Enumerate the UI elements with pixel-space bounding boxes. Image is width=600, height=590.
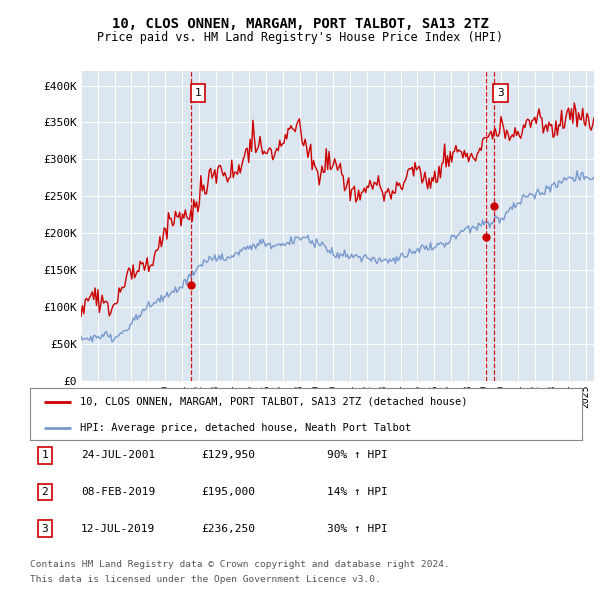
Text: 1: 1 [195, 88, 202, 98]
Text: 1: 1 [41, 451, 49, 460]
Text: 3: 3 [41, 524, 49, 533]
Text: 24-JUL-2001: 24-JUL-2001 [81, 451, 155, 460]
Text: 30% ↑ HPI: 30% ↑ HPI [327, 524, 388, 533]
Text: 08-FEB-2019: 08-FEB-2019 [81, 487, 155, 497]
Text: HPI: Average price, detached house, Neath Port Talbot: HPI: Average price, detached house, Neat… [80, 423, 411, 433]
Text: This data is licensed under the Open Government Licence v3.0.: This data is licensed under the Open Gov… [30, 575, 381, 584]
Text: 2: 2 [41, 487, 49, 497]
Text: Price paid vs. HM Land Registry's House Price Index (HPI): Price paid vs. HM Land Registry's House … [97, 31, 503, 44]
Text: 10, CLOS ONNEN, MARGAM, PORT TALBOT, SA13 2TZ (detached house): 10, CLOS ONNEN, MARGAM, PORT TALBOT, SA1… [80, 396, 467, 407]
Text: £195,000: £195,000 [201, 487, 255, 497]
Text: 3: 3 [497, 88, 504, 98]
Text: £236,250: £236,250 [201, 524, 255, 533]
Text: £129,950: £129,950 [201, 451, 255, 460]
Text: 10, CLOS ONNEN, MARGAM, PORT TALBOT, SA13 2TZ: 10, CLOS ONNEN, MARGAM, PORT TALBOT, SA1… [112, 17, 488, 31]
Text: Contains HM Land Registry data © Crown copyright and database right 2024.: Contains HM Land Registry data © Crown c… [30, 560, 450, 569]
Text: 90% ↑ HPI: 90% ↑ HPI [327, 451, 388, 460]
Text: 14% ↑ HPI: 14% ↑ HPI [327, 487, 388, 497]
Text: 12-JUL-2019: 12-JUL-2019 [81, 524, 155, 533]
